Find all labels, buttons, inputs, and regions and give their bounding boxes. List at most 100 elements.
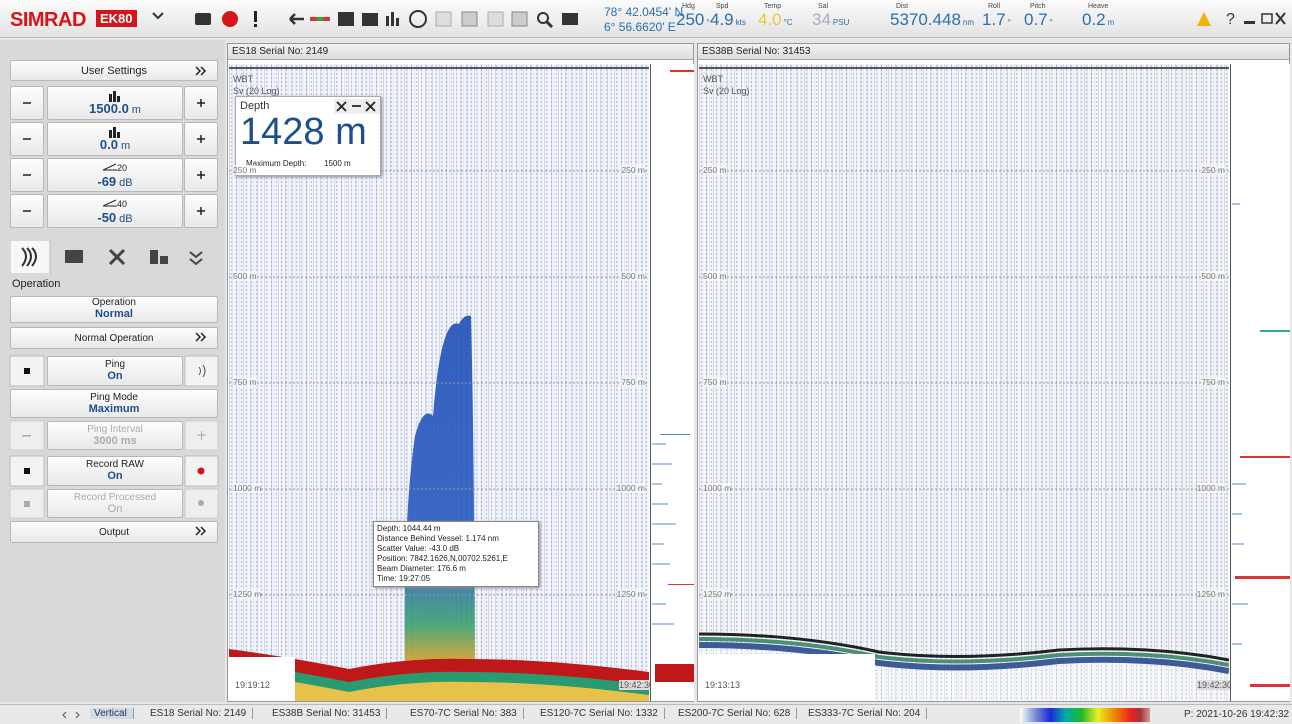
readout-line: 4.9kts bbox=[710, 10, 746, 30]
status-time: P: 2021-10-26 19:42:32 bbox=[1184, 709, 1289, 720]
depth-label: 500 m bbox=[1201, 271, 1225, 281]
depth-widget[interactable]: Depth 1428 m Maximum Depth: 1500 m bbox=[235, 96, 381, 176]
tab-scroll[interactable] bbox=[60, 710, 84, 720]
toolbar-icons[interactable] bbox=[150, 8, 580, 30]
depth-label: 500 m bbox=[233, 271, 257, 281]
readout-value: 1.7 bbox=[982, 10, 1006, 29]
readout-label: Temp bbox=[758, 3, 793, 10]
window-controls[interactable]: ? bbox=[1196, 10, 1288, 30]
depth-label: 1000 m bbox=[233, 483, 261, 493]
view-tab[interactable]: ES18 Serial No: 2149 bbox=[150, 708, 253, 719]
product-badge: EK80 bbox=[96, 10, 137, 27]
depth-label: 250 m bbox=[233, 165, 257, 175]
readout-label: Dist bbox=[890, 3, 974, 10]
view-tab[interactable]: ES120-7C Serial No: 1332 bbox=[540, 708, 665, 719]
toolbar: SIMRAD EK80 78° 42.0454' N 6° 56.6620' E… bbox=[0, 0, 1292, 38]
tooltip-line: Time: 19:27:05 bbox=[377, 574, 535, 584]
longitude: 6° 56.6620' E bbox=[604, 20, 676, 34]
depth-label: 750 m bbox=[1201, 377, 1225, 387]
view-tab[interactable]: ES70-7C Serial No: 383 bbox=[410, 708, 524, 719]
transceiver-label: WBT bbox=[703, 74, 723, 84]
readout-line: 4.0°C bbox=[758, 10, 793, 30]
readout: Spd4.9kts bbox=[710, 3, 746, 30]
brand: SIMRAD bbox=[10, 9, 86, 32]
screen: SIMRAD EK80 78° 42.0454' N 6° 56.6620' E… bbox=[0, 0, 1292, 724]
view-tab[interactable]: ES38B Serial No: 31453 bbox=[272, 708, 387, 719]
readout: Hdg250° bbox=[676, 3, 710, 30]
readout-line: 0.7° bbox=[1024, 10, 1053, 30]
readout-value: 0.7 bbox=[1024, 10, 1048, 29]
depth-label: 500 m bbox=[621, 271, 645, 281]
depth-label: 500 m bbox=[703, 271, 727, 281]
readout-label: Roll bbox=[982, 3, 1011, 10]
echogram[interactable]: WBT Sv (20 Log) 19:19:12 19:42:30 Depth … bbox=[229, 64, 649, 701]
widget-controls[interactable] bbox=[334, 99, 380, 115]
depth-label: 750 m bbox=[703, 377, 727, 387]
status-bar: Vertical ES18 Serial No: 2149 ES38B Serial… bbox=[0, 704, 1292, 724]
readout-value: 4.0 bbox=[758, 10, 782, 29]
readout-unit: ° bbox=[1050, 18, 1053, 27]
readout-value: 5370.448 bbox=[890, 10, 961, 29]
transceiver-label: WBT bbox=[233, 74, 253, 84]
end-time: 19:42:30 bbox=[619, 680, 654, 690]
readout-value: 0.2 bbox=[1082, 10, 1106, 29]
tooltip-line: Beam Diameter: 176.6 m bbox=[377, 564, 535, 574]
echogram-features bbox=[699, 64, 1229, 701]
tooltip-line: Position: 7842.1626,N,00702.5261,E bbox=[377, 554, 535, 564]
readout-label: Heave bbox=[1082, 3, 1114, 10]
end-time: 19:42:30 bbox=[1197, 680, 1232, 690]
readout-value: 4.9 bbox=[710, 10, 734, 29]
sidebar: User Settings 1500.0m0.0m20-69dB40-50dB … bbox=[0, 40, 225, 702]
view-tab[interactable]: Vertical bbox=[90, 708, 134, 719]
readout-unit: kts bbox=[736, 18, 746, 27]
depth-label: 1250 m bbox=[617, 589, 645, 599]
readout-value: 250 bbox=[676, 10, 704, 29]
histogram-strip bbox=[650, 64, 694, 701]
depth-label: 1250 m bbox=[1197, 589, 1225, 599]
svg-text:?: ? bbox=[1226, 11, 1235, 28]
echogram-panel: ES38B Serial No: 31453 WBT Sv (20 Log) 1… bbox=[697, 43, 1290, 702]
readout-label: Pitch bbox=[1024, 3, 1053, 10]
depth-label: 750 m bbox=[621, 377, 645, 387]
readout-line: 1.7° bbox=[982, 10, 1011, 30]
readout-value: 34 bbox=[812, 10, 831, 29]
tooltip-line: Distance Behind Vessel: 1.174 nm bbox=[377, 534, 535, 544]
readout-unit: m bbox=[1108, 18, 1115, 27]
panel-title: ES18 Serial No: 2149 bbox=[228, 44, 693, 60]
depth-value: 1428 m bbox=[240, 111, 367, 154]
sidebar-icons bbox=[0, 40, 225, 560]
max-depth-value: 1500 m bbox=[324, 159, 351, 168]
histogram-strip bbox=[1230, 64, 1290, 701]
start-time: 19:13:13 bbox=[705, 680, 740, 690]
variable-label: Sv (20 Log) bbox=[233, 86, 280, 96]
depth-label: 1250 m bbox=[703, 589, 731, 599]
depth-label: 250 m bbox=[1201, 165, 1225, 175]
depth-label: 250 m bbox=[703, 165, 727, 175]
tooltip-line: Depth: 1044.44 m bbox=[377, 524, 535, 534]
readout-unit: PSU bbox=[833, 18, 849, 27]
panel-title: ES38B Serial No: 31453 bbox=[698, 44, 1289, 60]
echogram-panel: ES18 Serial No: 2149 WBT Sv (20 Log) 19:… bbox=[227, 43, 694, 702]
start-time: 19:19:12 bbox=[235, 680, 270, 690]
latitude: 78° 42.0454' N bbox=[604, 5, 683, 19]
depth-label: 1000 m bbox=[703, 483, 731, 493]
color-scale bbox=[1020, 708, 1150, 722]
view-tab[interactable]: ES333-7C Serial No: 204 bbox=[808, 708, 927, 719]
readout-label: Sal bbox=[812, 3, 849, 10]
readout-unit: °C bbox=[784, 18, 793, 27]
readout: Heave0.2m bbox=[1082, 3, 1114, 30]
view-tab[interactable]: ES200-7C Serial No: 628 bbox=[678, 708, 797, 719]
readout-label: Hdg bbox=[676, 3, 710, 10]
readout-unit: ° bbox=[1008, 18, 1011, 27]
variable-label: Sv (20 Log) bbox=[703, 86, 750, 96]
echogram[interactable]: WBT Sv (20 Log) 19:13:13 19:42:30 250 m 2… bbox=[699, 64, 1229, 701]
readout-label: Spd bbox=[710, 3, 746, 10]
tooltip-line: Scatter Value: -43.0 dB bbox=[377, 544, 535, 554]
readout: Sal34PSU bbox=[812, 3, 849, 30]
